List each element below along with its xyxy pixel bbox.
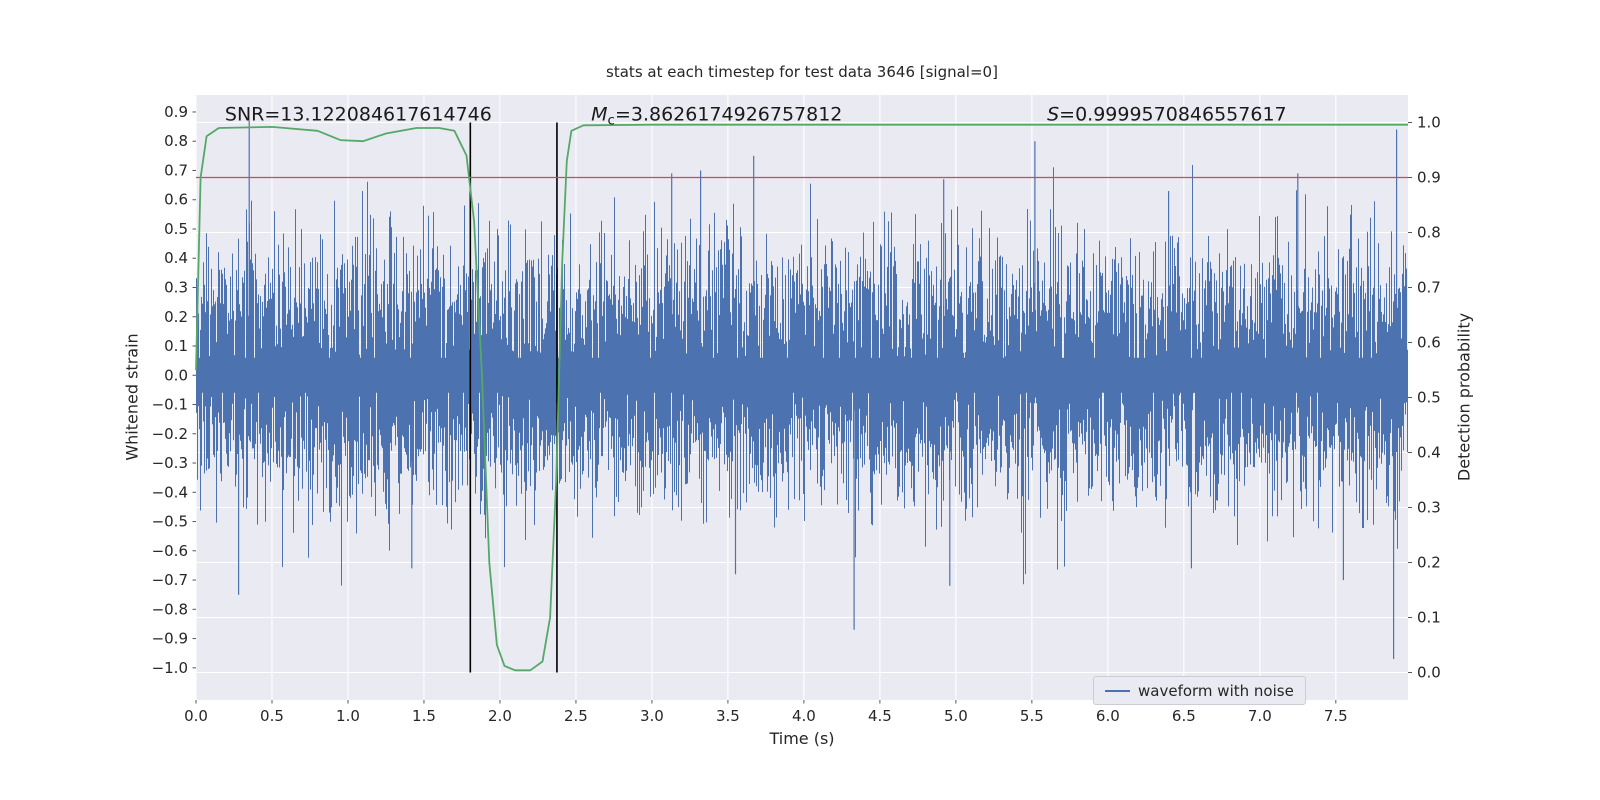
series-waveform-spikes: [238, 120, 1398, 659]
x-tick-label: 7.5: [1324, 707, 1348, 725]
x-tick-label: 2.5: [564, 707, 588, 725]
x-tick-label: 0.0: [184, 707, 208, 725]
y-right-tick-label: 0.7: [1417, 279, 1441, 297]
x-tick-label: 3.5: [716, 707, 740, 725]
y-left-tick-label: 0.7: [164, 161, 188, 179]
x-tick-label: 7.0: [1248, 707, 1272, 725]
y-right-tick-label: 0.9: [1417, 169, 1441, 187]
y-right-tick-label: 0.0: [1417, 664, 1441, 682]
y-axis-label-right: Detection probability: [1454, 312, 1474, 482]
x-tick-label: 6.0: [1096, 707, 1120, 725]
y-left-tick-label: −0.3: [152, 454, 188, 472]
legend-line-sample: [1105, 689, 1130, 692]
x-tick-label: 4.5: [868, 707, 892, 725]
y-right-tick-label: 0.2: [1417, 554, 1441, 572]
legend-label: waveform with noise: [1138, 681, 1294, 700]
y-right-tick-label: 0.4: [1417, 444, 1441, 462]
x-tick-label: 3.0: [640, 707, 664, 725]
x-tick-label: 1.0: [336, 707, 360, 725]
y-right-tick-label: 0.5: [1417, 389, 1441, 407]
y-left-tick-label: 0.3: [164, 279, 188, 297]
y-left-tick-label: 0.4: [164, 249, 188, 267]
y-left-tick-label: −0.6: [152, 542, 188, 560]
y-left-tick-label: −1.0: [152, 659, 188, 677]
y-right-tick-label: 0.8: [1417, 224, 1441, 242]
y-left-tick-label: −0.5: [152, 513, 188, 531]
y-left-tick-label: 0.5: [164, 220, 188, 238]
y-left-tick-label: −0.8: [152, 600, 188, 618]
x-tick-label: 2.0: [488, 707, 512, 725]
x-tick-label: 1.5: [412, 707, 436, 725]
chart-title: stats at each timestep for test data 364…: [606, 63, 998, 81]
y-left-tick-label: −0.2: [152, 425, 188, 443]
x-tick-label: 0.5: [260, 707, 284, 725]
y-left-tick-label: 0.0: [164, 366, 188, 384]
x-tick-label: 5.5: [1020, 707, 1044, 725]
annotation-snr: SNR=13.122084617614746: [225, 104, 492, 126]
y-left-tick-label: −0.1: [152, 396, 188, 414]
y-left-tick-label: −0.9: [152, 630, 188, 648]
x-tick-label: 4.0: [792, 707, 816, 725]
annotation-s: S=0.9999570846557617: [1047, 104, 1287, 126]
y-left-tick-label: 0.9: [164, 103, 188, 121]
y-left-tick-label: 0.2: [164, 308, 188, 326]
y-left-tick-label: 0.8: [164, 132, 188, 150]
annotation-mc: Mc=3.8626174926757812: [591, 104, 842, 129]
x-tick-label: 6.5: [1172, 707, 1196, 725]
series-detection-probability: [195, 123, 1408, 672]
y-left-tick-label: −0.4: [152, 483, 188, 501]
y-right-tick-label: 0.6: [1417, 334, 1441, 352]
legend: waveform with noise: [1093, 676, 1306, 705]
y-axis-label-left: Whitened strain: [122, 333, 142, 461]
y-left-tick-label: 0.6: [164, 191, 188, 209]
y-right-tick-label: 0.3: [1417, 499, 1441, 517]
y-left-tick-label: −0.7: [152, 571, 188, 589]
x-axis-label: Time (s): [769, 729, 835, 748]
y-right-tick-label: 0.1: [1417, 609, 1441, 627]
y-right-tick-label: 1.0: [1417, 114, 1441, 132]
y-left-tick-label: 0.1: [164, 337, 188, 355]
x-tick-label: 5.0: [944, 707, 968, 725]
